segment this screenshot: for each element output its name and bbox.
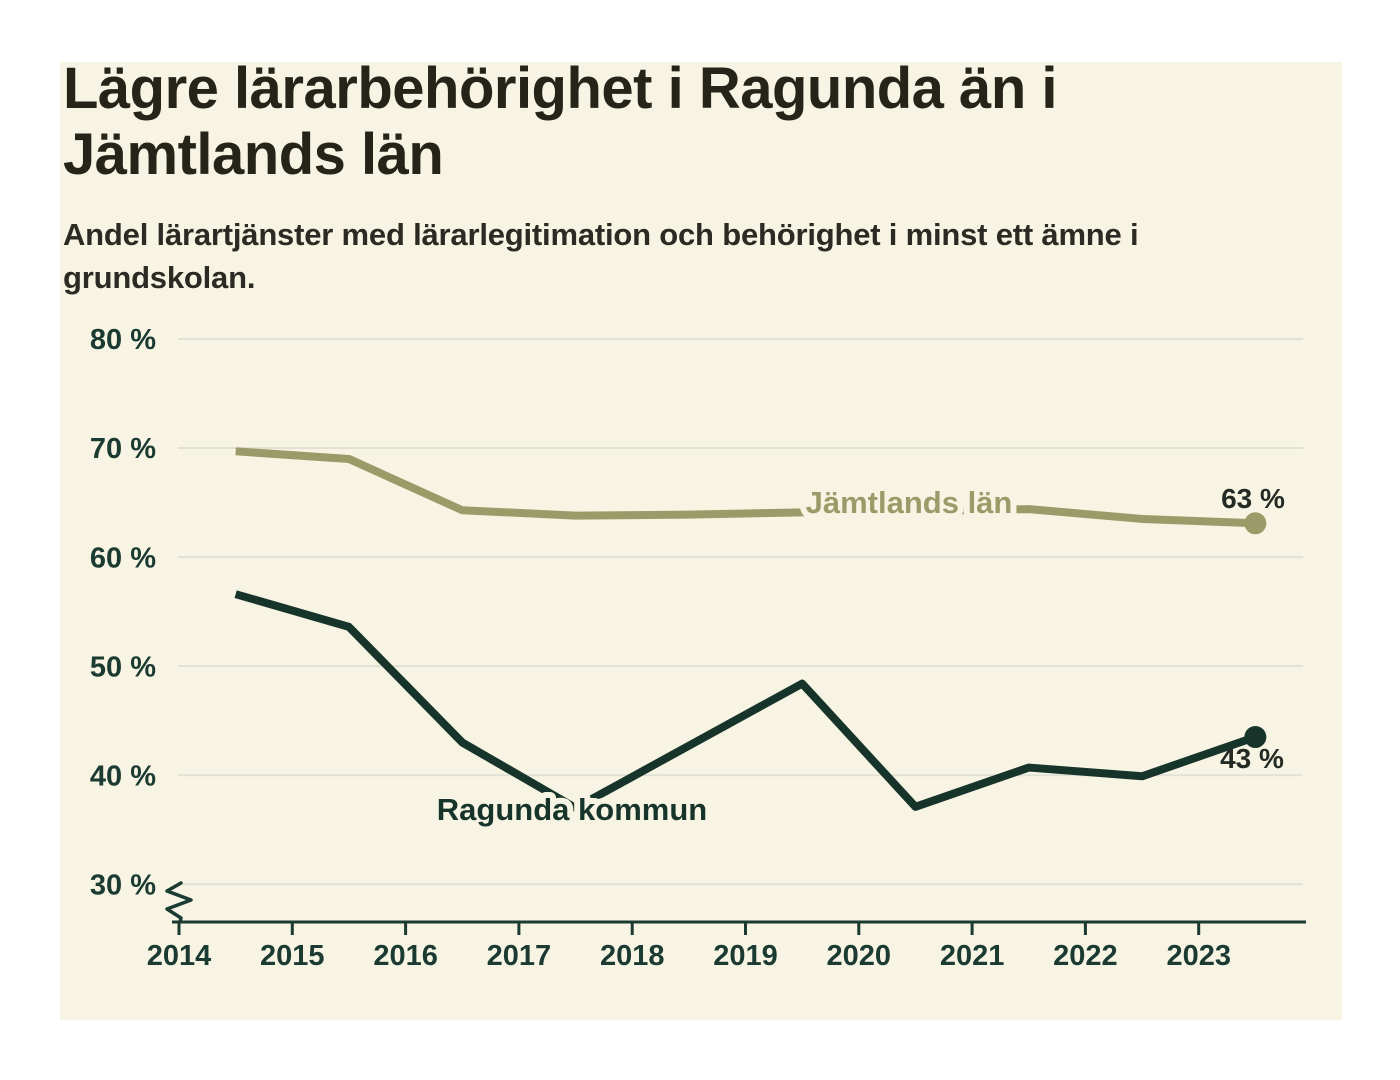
series-label-jamtlands-lan: Jämtlands län bbox=[806, 485, 1013, 520]
y-tick-label-50: 50 % bbox=[90, 651, 156, 683]
x-tick-label-2020: 2020 bbox=[827, 940, 892, 972]
x-tick-label-2023: 2023 bbox=[1166, 940, 1231, 972]
x-tick-label-2022: 2022 bbox=[1053, 940, 1118, 972]
chart-title: Lägre lärarbehörighet i Ragunda än i Jämt… bbox=[63, 56, 1213, 188]
series-value-label-ragunda-kommun: 43 % bbox=[1220, 743, 1284, 774]
x-tick-label-2015: 2015 bbox=[260, 940, 325, 972]
x-tick-label-2017: 2017 bbox=[487, 940, 552, 972]
chart-subtitle-line1: Andel lärartjänster med lärarlegitimatio… bbox=[63, 217, 1139, 252]
x-tick-label-2018: 2018 bbox=[600, 940, 665, 972]
series-line-ragunda-kommun bbox=[234, 590, 1257, 812]
series-label-ragunda-kommun: Ragunda kommun bbox=[437, 792, 707, 827]
x-tick-label-2019: 2019 bbox=[713, 940, 778, 972]
chart-title-line2: Jämtlands län bbox=[63, 122, 444, 187]
y-tick-label-70: 70 % bbox=[90, 433, 156, 465]
y-tick-label-80: 80 % bbox=[90, 324, 156, 356]
x-tick-label-2014: 2014 bbox=[147, 940, 212, 972]
chart-subtitle-line2: grundskolan. bbox=[63, 260, 256, 295]
series-value-label-jamtlands-lan: 63 % bbox=[1221, 483, 1285, 514]
y-tick-label-40: 40 % bbox=[90, 760, 156, 792]
chart-subtitle: Andel lärartjänster med lärarlegitimatio… bbox=[63, 213, 1323, 299]
x-tick-label-2016: 2016 bbox=[373, 940, 438, 972]
axis-break-squiggle-icon bbox=[165, 881, 193, 924]
series-end-dot-ragunda-kommun bbox=[1244, 726, 1267, 749]
x-tick-label-2021: 2021 bbox=[940, 940, 1005, 972]
card-background bbox=[60, 62, 1342, 1020]
series-end-dot-jamtlands-lan bbox=[1244, 512, 1267, 535]
chart-title-line1: Lägre lärarbehörighet i Ragunda än i bbox=[63, 56, 1057, 121]
series-line-jamtlands-lan bbox=[235, 447, 1256, 528]
y-tick-label-60: 60 % bbox=[90, 542, 156, 574]
y-tick-label-30: 30 % bbox=[90, 869, 156, 901]
